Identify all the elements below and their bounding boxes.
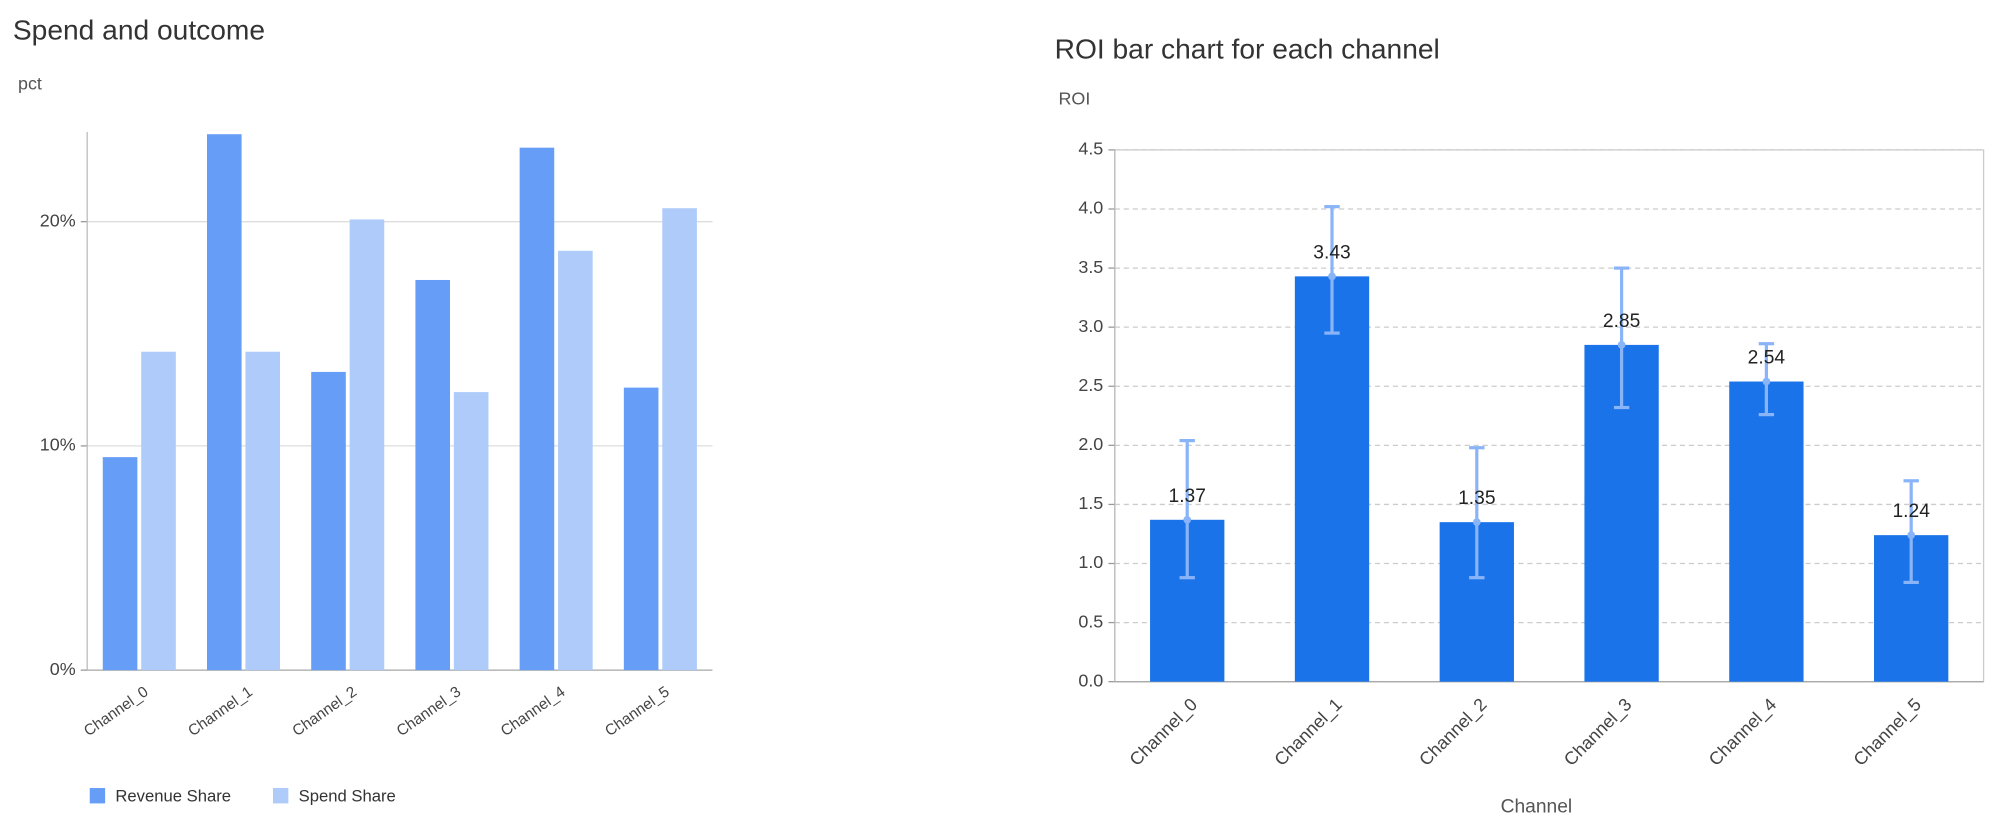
chart-title: ROI bar chart for each channel bbox=[1055, 33, 1440, 65]
value-label: 2.85 bbox=[1603, 311, 1640, 332]
x-axis-label: Channel bbox=[1501, 796, 1573, 817]
value-label: 1.37 bbox=[1169, 486, 1206, 507]
bar bbox=[519, 147, 555, 671]
error-center bbox=[1183, 515, 1192, 524]
bar bbox=[1729, 381, 1804, 682]
error-center bbox=[1617, 341, 1626, 349]
y-tick-label: 0.5 bbox=[1078, 611, 1103, 631]
x-tick-label: Channel_3 bbox=[1560, 694, 1636, 770]
bar bbox=[453, 392, 489, 671]
plot-frame bbox=[1114, 149, 1985, 683]
y-tick-label: 2.0 bbox=[1078, 434, 1103, 454]
error-center bbox=[1907, 531, 1916, 539]
value-label: 1.24 bbox=[1892, 501, 1930, 522]
x-tick-label: Channel_2 bbox=[289, 683, 360, 740]
bar bbox=[311, 371, 346, 671]
bar bbox=[1294, 276, 1370, 682]
legend-label: Revenue Share bbox=[115, 786, 231, 805]
y-tick-label: 4.0 bbox=[1078, 198, 1103, 218]
bar bbox=[102, 457, 138, 671]
bar bbox=[623, 387, 659, 671]
value-label: 2.54 bbox=[1748, 348, 1786, 369]
x-tick-label: Channel_0 bbox=[81, 683, 152, 740]
x-tick-label: Channel_5 bbox=[602, 683, 673, 740]
bar bbox=[349, 219, 385, 671]
bar bbox=[245, 351, 281, 671]
x-tick-label: Channel_4 bbox=[1705, 694, 1781, 770]
x-tick-label: Channel_5 bbox=[1850, 694, 1926, 770]
x-tick-label: Channel_2 bbox=[1415, 694, 1491, 770]
error-center bbox=[1762, 377, 1771, 386]
y-tick-label: 1.5 bbox=[1078, 493, 1103, 513]
legend-label: Spend Share bbox=[299, 786, 396, 805]
y-tick-label: 10% bbox=[40, 435, 76, 455]
y-tick-label: 2.5 bbox=[1078, 375, 1103, 395]
chart-title: Spend and outcome bbox=[13, 13, 265, 45]
y-tick-label: 3.5 bbox=[1078, 257, 1103, 277]
error-center bbox=[1472, 518, 1481, 526]
bar bbox=[662, 208, 697, 671]
x-tick-label: Channel_1 bbox=[185, 683, 256, 740]
bar bbox=[558, 250, 593, 671]
y-tick-label: 1.0 bbox=[1078, 552, 1103, 572]
x-tick-label: Channel_0 bbox=[1126, 694, 1202, 770]
bar bbox=[206, 134, 242, 671]
y-tick-label: 0.0 bbox=[1078, 670, 1103, 690]
y-tick-label: 3.0 bbox=[1078, 316, 1103, 336]
y-axis-label: pct bbox=[18, 73, 42, 93]
y-axis-label: ROI bbox=[1058, 89, 1090, 109]
y-tick-label: 0% bbox=[50, 659, 76, 679]
value-label: 1.35 bbox=[1458, 488, 1495, 509]
value-label: 3.43 bbox=[1313, 242, 1350, 263]
x-tick-label: Channel_4 bbox=[498, 683, 569, 740]
error-center bbox=[1328, 272, 1336, 281]
y-tick-label: 20% bbox=[40, 210, 76, 230]
legend-swatch bbox=[272, 788, 289, 804]
legend-swatch bbox=[89, 788, 106, 804]
x-tick-label: Channel_3 bbox=[394, 683, 465, 740]
x-tick-label: Channel_1 bbox=[1270, 694, 1346, 770]
bar bbox=[415, 279, 451, 671]
y-tick-label: 4.5 bbox=[1078, 139, 1103, 159]
bar bbox=[141, 351, 176, 671]
